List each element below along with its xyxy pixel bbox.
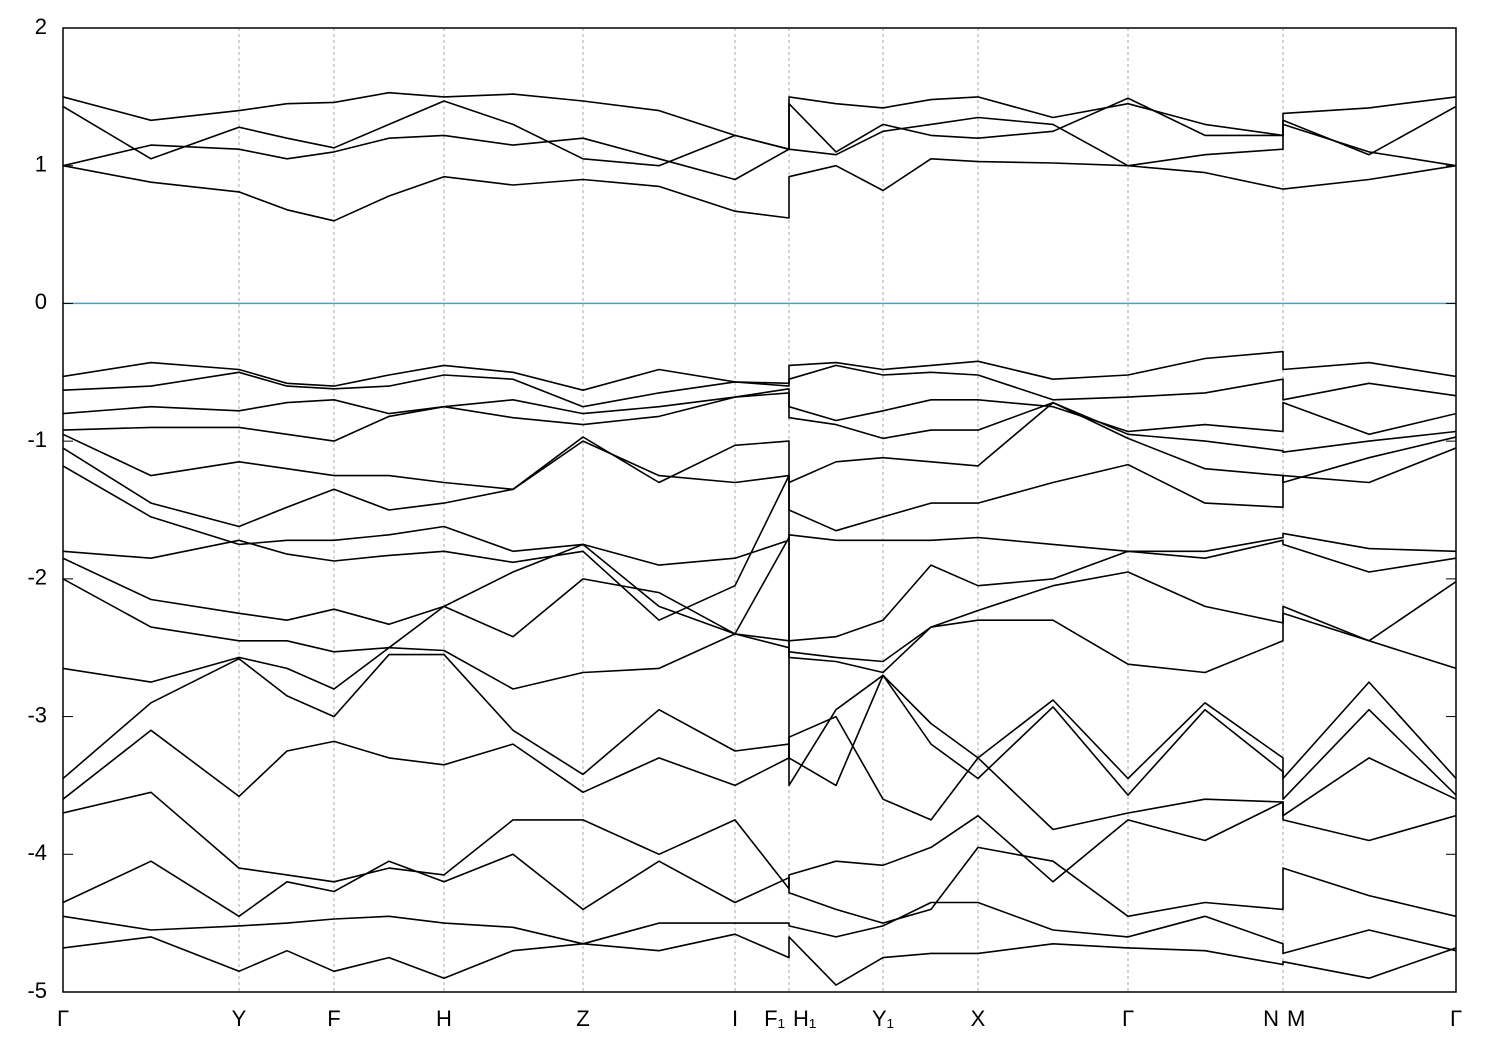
band-line <box>63 933 1456 986</box>
x-tick-label: N <box>1263 1006 1279 1031</box>
y-tick-label: -3 <box>27 702 47 727</box>
band-line <box>63 633 1456 787</box>
x-tick-label: I <box>732 1006 738 1031</box>
band-line <box>63 364 1456 408</box>
x-tick-label: Z <box>576 1006 589 1031</box>
band-line <box>63 846 1456 924</box>
band-line <box>63 392 1456 453</box>
x-tick-label: F <box>327 1006 340 1031</box>
band-line <box>63 791 1456 890</box>
plot-frame <box>62 27 1457 993</box>
lines-layer <box>63 91 1456 986</box>
x-tick-label: F₁ <box>764 1006 785 1031</box>
band-line <box>63 436 1456 532</box>
band-line <box>63 158 1456 222</box>
band-line <box>63 901 1456 955</box>
x-tick-label: Y₁ <box>872 1006 894 1031</box>
x-tick-label: Y <box>232 1006 247 1031</box>
band-line <box>63 116 1456 181</box>
y-tick-label: 2 <box>35 14 47 39</box>
y-tick-label: -1 <box>27 427 47 452</box>
y-tick-label: -2 <box>27 565 47 590</box>
x-tick-label: H <box>436 1006 452 1031</box>
x-tick-label: X <box>971 1006 986 1031</box>
band-line <box>63 350 1456 391</box>
x-tick-label: M <box>1287 1006 1305 1031</box>
x-tick-label: Γ <box>57 1006 69 1031</box>
band-line <box>63 91 1456 150</box>
x-tick-label: Γ <box>1450 1006 1462 1031</box>
axes-layer: -5 -4 -3 -2 -1 0 1 2 Γ Y F H Z I F₁ H₁ Y₁ X Γ N M Γ <box>27 14 1462 1031</box>
y-tick-label: 1 <box>35 152 47 177</box>
grid-layer <box>62 28 1457 992</box>
band-line <box>63 536 1456 663</box>
band-line <box>63 653 1456 800</box>
band-line <box>63 715 1456 831</box>
y-tick-label: -5 <box>27 978 47 1003</box>
x-tick-label: Γ <box>1122 1006 1134 1031</box>
y-tick-label: -4 <box>27 840 47 865</box>
x-tick-label: H₁ <box>793 1006 816 1031</box>
y-tick-label: 0 <box>35 289 47 314</box>
band-line <box>63 578 1456 674</box>
